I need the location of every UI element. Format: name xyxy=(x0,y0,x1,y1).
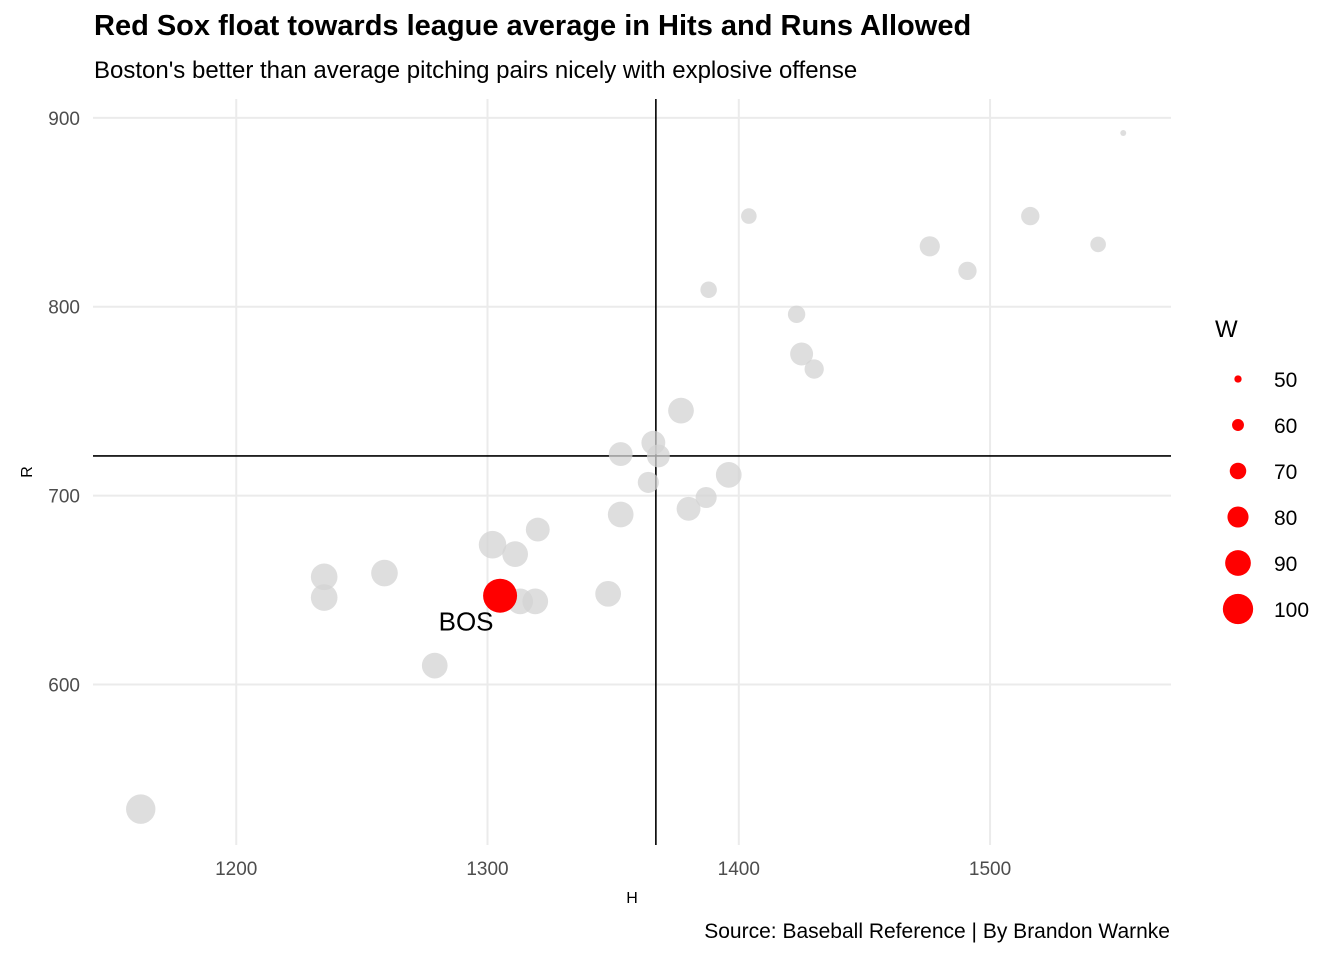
size-legend: W 50 60 70 80 90 100 xyxy=(1215,316,1309,625)
data-point xyxy=(595,580,621,607)
data-point xyxy=(522,588,549,615)
data-point xyxy=(310,563,338,591)
legend-key-50 xyxy=(1234,375,1242,383)
data-point-bos xyxy=(483,578,518,613)
point-label-bos: BOS xyxy=(439,607,494,637)
x-tick-label: 1500 xyxy=(969,859,1011,880)
data-point xyxy=(478,530,507,559)
legend-label-70: 70 xyxy=(1274,461,1297,484)
y-tick-label: 700 xyxy=(48,487,80,508)
y-tick-label: 800 xyxy=(48,298,80,319)
grid-lines xyxy=(93,99,1171,845)
legend-key-90 xyxy=(1225,550,1251,576)
data-point xyxy=(525,517,550,542)
data-point xyxy=(1090,236,1106,253)
data-points xyxy=(126,130,1127,824)
data-point xyxy=(790,342,814,366)
legend-label-50: 50 xyxy=(1274,369,1297,392)
data-point xyxy=(919,236,940,257)
legend-key-80 xyxy=(1227,506,1249,528)
x-tick-label: 1300 xyxy=(466,859,508,880)
data-point xyxy=(787,305,806,324)
data-point xyxy=(637,471,659,493)
data-point xyxy=(958,261,977,281)
data-point xyxy=(646,444,670,468)
legend-label-100: 100 xyxy=(1274,599,1309,622)
data-point xyxy=(700,281,717,299)
x-tick-label: 1200 xyxy=(215,859,257,880)
data-point xyxy=(668,397,694,424)
x-tick-label: 1400 xyxy=(718,859,760,880)
legend-key-100 xyxy=(1222,593,1254,625)
data-point xyxy=(1021,206,1040,226)
data-point xyxy=(804,359,824,379)
data-point xyxy=(502,541,529,568)
y-tick-label: 900 xyxy=(48,109,80,130)
data-point xyxy=(310,584,338,611)
data-point xyxy=(607,501,634,528)
x-axis-title: H xyxy=(626,890,638,907)
data-point xyxy=(126,794,156,824)
legend-key-60 xyxy=(1232,419,1244,431)
legend-key-70 xyxy=(1229,462,1247,480)
data-point xyxy=(608,442,633,466)
data-point xyxy=(371,559,398,587)
data-point xyxy=(676,496,701,521)
legend-label-90: 90 xyxy=(1274,553,1297,576)
chart-title: Red Sox float towards league average in … xyxy=(94,10,972,42)
legend-label-60: 60 xyxy=(1274,415,1297,438)
data-point xyxy=(1120,130,1127,136)
data-point xyxy=(421,652,448,679)
chart-subtitle: Boston's better than average pitching pa… xyxy=(94,57,858,84)
axis-ticks: 1200 1300 1400 1500 600 700 800 900 xyxy=(48,109,1011,880)
point-labels: BOS xyxy=(439,607,494,637)
reference-lines xyxy=(93,99,1171,845)
legend-title: W xyxy=(1215,316,1238,343)
data-point xyxy=(741,208,757,224)
legend-label-80: 80 xyxy=(1274,507,1297,530)
chart-caption: Source: Baseball Reference | By Brandon … xyxy=(704,920,1170,943)
data-point xyxy=(695,486,717,509)
data-point xyxy=(715,461,742,488)
y-tick-label: 600 xyxy=(48,675,80,696)
y-axis-title: R xyxy=(19,466,36,478)
